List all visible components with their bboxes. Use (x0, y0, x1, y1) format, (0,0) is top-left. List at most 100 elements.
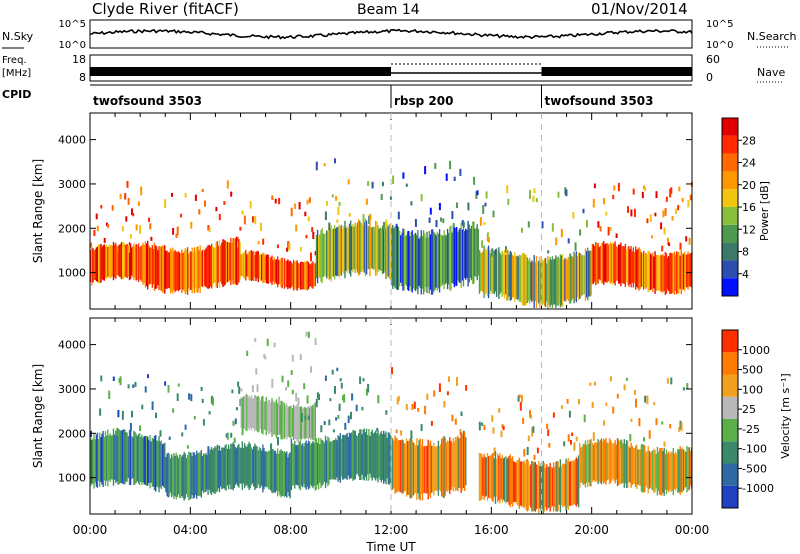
data-cell (684, 451, 686, 489)
data-cell (408, 230, 410, 291)
data-cell (550, 259, 552, 305)
data-cell (566, 460, 568, 509)
data-cell (505, 455, 507, 504)
data-cell (247, 444, 249, 488)
data-speck (532, 426, 535, 433)
data-cell (646, 255, 648, 287)
data-cell (617, 439, 620, 486)
data-speck (328, 419, 331, 426)
data-cell (549, 463, 551, 512)
data-speck (522, 417, 525, 424)
data-cell (583, 444, 586, 485)
data-speck (491, 415, 494, 422)
data-speck (100, 205, 103, 209)
data-speck (405, 403, 408, 411)
data-cell (269, 451, 271, 490)
data-cell (637, 449, 639, 485)
colorbar-tick-label: -100 (742, 443, 767, 456)
data-cell (129, 429, 132, 485)
data-cell (135, 244, 137, 281)
data-cell (576, 458, 579, 505)
data-cell (668, 451, 670, 493)
data-speck (592, 432, 595, 441)
data-speck (305, 331, 308, 337)
data-speck (376, 427, 379, 432)
data-cell (286, 403, 288, 440)
data-cell (106, 435, 108, 481)
data-cell (500, 254, 502, 293)
data-cell (142, 437, 144, 483)
data-speck (551, 223, 554, 232)
data-cell (279, 405, 281, 435)
data-cell (582, 255, 584, 295)
data-cell (419, 236, 421, 288)
data-cell (242, 252, 245, 278)
data-cell (196, 450, 198, 499)
data-cell (539, 466, 541, 509)
data-cell (472, 221, 474, 285)
data-speck (688, 237, 691, 245)
data-cell (470, 225, 473, 281)
data-cell (648, 251, 651, 292)
data-cell (344, 220, 346, 279)
data-speck (164, 381, 167, 386)
data-cell (121, 430, 124, 484)
data-speck (502, 425, 505, 431)
data-cell (510, 458, 513, 504)
data-cell (315, 235, 318, 279)
data-speck (687, 200, 690, 208)
data-speck (314, 251, 317, 256)
data-cell (614, 241, 616, 286)
data-cell (445, 442, 448, 491)
data-speck (440, 217, 442, 222)
data-cell (220, 245, 222, 282)
data-speck (564, 187, 567, 195)
data-speck (140, 186, 143, 196)
data-cell (681, 253, 684, 291)
data-speck (505, 246, 507, 253)
data-speck (315, 161, 318, 171)
data-cell (357, 433, 360, 477)
data-cell (213, 448, 215, 493)
data-cell (580, 253, 582, 298)
data-speck (491, 248, 494, 257)
data-cell (503, 250, 506, 299)
data-cell (275, 399, 278, 439)
data-cell (687, 251, 689, 290)
data-cell (215, 447, 217, 493)
colorbar-tick-label: 100 (742, 383, 763, 396)
data-cell (266, 254, 269, 284)
data-cell (161, 245, 164, 293)
data-cell (128, 242, 131, 281)
data-cell (157, 250, 159, 286)
data-cell (513, 256, 515, 298)
data-speck (149, 223, 152, 230)
data-speck (609, 226, 612, 232)
data-cell (297, 403, 299, 443)
data-cell (253, 446, 255, 487)
data-speck (532, 195, 535, 203)
data-cell (531, 461, 533, 512)
data-cell (198, 250, 200, 289)
data-cell (259, 400, 262, 429)
data-speck (315, 398, 318, 408)
data-cell (495, 248, 498, 297)
data-cell (134, 246, 136, 278)
data-cell (327, 231, 329, 277)
data-cell (500, 458, 502, 500)
colorbar-tick-label: 8 (742, 246, 749, 259)
data-speck (262, 238, 265, 245)
data-cell (193, 247, 196, 294)
data-cell (547, 255, 549, 309)
data-cell (225, 241, 228, 283)
data-cell (113, 434, 116, 480)
data-speck (548, 443, 551, 448)
data-cell (395, 437, 397, 493)
data-speck (249, 201, 252, 209)
data-cell (337, 435, 339, 482)
data-cell (474, 228, 476, 276)
data-cell (190, 452, 192, 499)
data-cell (619, 244, 621, 284)
data-speck (476, 190, 479, 196)
